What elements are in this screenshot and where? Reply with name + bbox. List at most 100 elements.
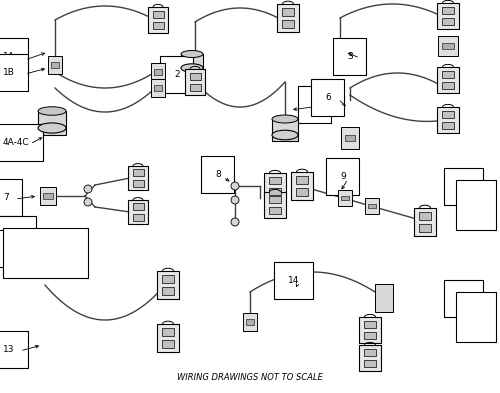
Ellipse shape [272,130,298,140]
Bar [368,204,376,208]
Bar [282,8,294,16]
Bar [154,69,162,75]
Bar [470,318,482,325]
Bar [338,190,352,206]
Ellipse shape [272,115,298,123]
Bar [246,319,254,325]
Bar [148,7,168,33]
Text: 9: 9 [340,172,346,181]
Circle shape [84,198,92,206]
Bar [269,176,281,184]
Bar [3,228,88,278]
Bar [54,237,76,263]
Bar [190,84,200,91]
Bar [190,73,200,80]
Bar [341,196,349,200]
Text: 14: 14 [288,276,300,285]
Text: 11B: 11B [5,244,22,253]
Text: 1A: 1A [3,52,15,61]
Bar [442,43,454,49]
Bar [442,71,454,78]
Bar [456,180,496,230]
Bar [365,198,379,214]
Ellipse shape [38,123,66,133]
Bar [442,18,454,26]
Bar [264,173,286,199]
Bar [469,215,483,224]
Ellipse shape [181,50,203,57]
Bar [375,284,393,312]
Bar [128,166,148,190]
Bar [456,292,496,342]
Bar [437,67,459,93]
Circle shape [84,185,92,193]
Text: WIRING DRAWINGS NOT TO SCALE: WIRING DRAWINGS NOT TO SCALE [177,373,323,382]
Bar [58,246,71,254]
Bar [151,79,165,97]
Bar [151,63,165,81]
Bar [157,271,179,299]
Bar [152,22,164,29]
Bar [469,200,483,209]
Circle shape [231,182,239,190]
Bar [437,107,459,133]
Bar [341,127,359,149]
Ellipse shape [38,107,66,115]
Bar [364,332,376,340]
Bar [40,187,56,205]
Bar [463,196,489,228]
Bar [154,85,162,91]
Bar [243,313,257,331]
Text: 13: 13 [3,345,14,354]
Bar [291,172,313,200]
Text: 7: 7 [3,193,9,202]
Bar [132,214,143,220]
Bar [162,340,174,348]
Bar [185,69,205,95]
Circle shape [231,196,239,204]
Bar [437,3,459,29]
Bar [364,360,376,367]
Bar [132,169,143,176]
Bar [359,317,381,343]
Text: 2: 2 [174,70,180,79]
Bar [442,7,454,14]
Bar [414,208,436,236]
Bar [442,122,454,129]
Text: 5: 5 [312,100,318,109]
Bar [51,62,59,68]
Bar [162,287,174,295]
Bar [269,196,281,203]
Text: 6: 6 [325,93,331,102]
Text: 4A-4C: 4A-4C [3,138,30,147]
Circle shape [231,218,239,226]
Bar [438,36,458,56]
Bar [162,328,174,336]
Text: 10: 10 [458,182,469,191]
Bar [272,119,298,141]
Bar [282,20,294,28]
Text: 1B: 1B [3,68,15,77]
Bar [419,212,431,220]
Bar [269,207,281,214]
Bar [364,349,376,356]
Bar [132,203,143,210]
Bar [359,345,381,371]
Bar [38,111,66,135]
Bar [152,11,164,18]
Bar [465,310,487,334]
Bar [264,192,286,218]
Bar [132,180,143,187]
Bar [296,176,308,184]
Bar [442,82,454,89]
Bar [269,188,281,195]
Text: 3: 3 [347,52,353,61]
Text: 8: 8 [215,170,221,179]
Text: 15: 15 [458,294,469,303]
Bar [296,188,308,196]
Bar [364,321,376,328]
Bar [419,224,431,232]
Bar [181,54,203,73]
Bar [344,135,356,141]
Bar [43,193,53,199]
